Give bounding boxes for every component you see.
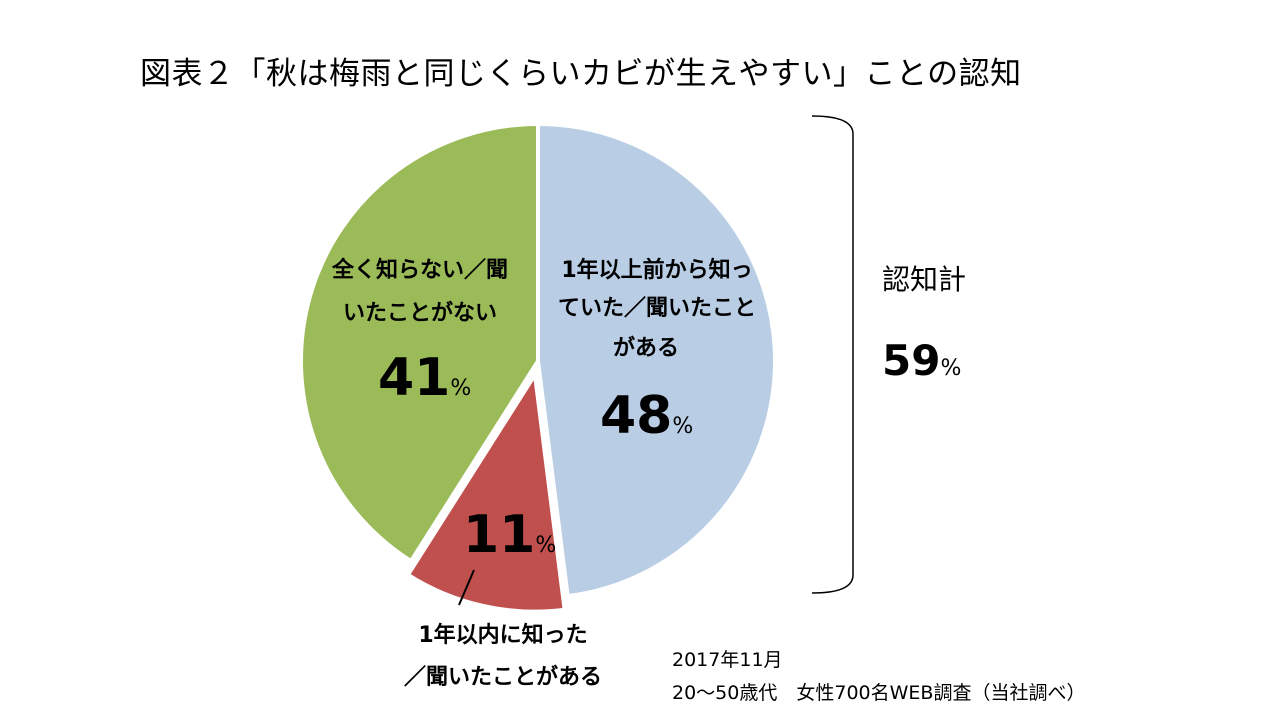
- slice-label-1-line-1: ／聞いたことがある: [404, 664, 602, 690]
- svg-text:11%: 11%: [463, 505, 556, 565]
- total-label: 認知計: [882, 263, 967, 296]
- slice-value-1: 11: [463, 505, 535, 565]
- total-value: 59%: [882, 336, 961, 385]
- slice-label-2-line-0: 全く知らない／聞: [331, 257, 508, 283]
- total-number: 59: [882, 336, 941, 385]
- pie-slice-1: [405, 368, 567, 614]
- slice-value-2: 41: [378, 348, 450, 408]
- note-date: 2017年11月: [672, 649, 783, 671]
- slice-unit-0: %: [672, 414, 693, 439]
- slice-value-0: 48: [600, 386, 672, 446]
- slice-label-0-line-1: ていた／聞いたこと: [558, 296, 756, 321]
- total-unit: %: [940, 356, 962, 381]
- chart-title: 図表２「秋は梅雨と同じくらいカビが生えやすい」ことの認知: [140, 56, 1022, 92]
- slice-label-group-2: 全く知らない／聞 いたことがない 41%: [331, 257, 508, 408]
- note-survey: 20～50歳代 女性700名WEB調査（当社調べ）: [672, 682, 1086, 704]
- total-bracket: [811, 115, 854, 594]
- pie-slices: [299, 121, 777, 614]
- slice-unit-2: %: [450, 376, 471, 401]
- slice-label-1-line-0: 1年以内に知った: [418, 622, 587, 648]
- leader-line-1: [458, 569, 475, 606]
- svg-text:41%: 41%: [378, 348, 471, 408]
- slice-unit-1: %: [535, 533, 556, 558]
- slice-label-2-line-1: いたことがない: [343, 300, 497, 326]
- slice-label-0-line-2: がある: [613, 335, 679, 361]
- pie-slice-0: [536, 121, 777, 599]
- svg-text:48%: 48%: [600, 386, 693, 446]
- slice-label-0-line-0: 1年以上前から知っ: [561, 257, 752, 283]
- slice-label-group-0: 1年以上前から知っ ていた／聞いたこと がある 48%: [558, 257, 756, 446]
- pie-slice-2: [299, 121, 540, 564]
